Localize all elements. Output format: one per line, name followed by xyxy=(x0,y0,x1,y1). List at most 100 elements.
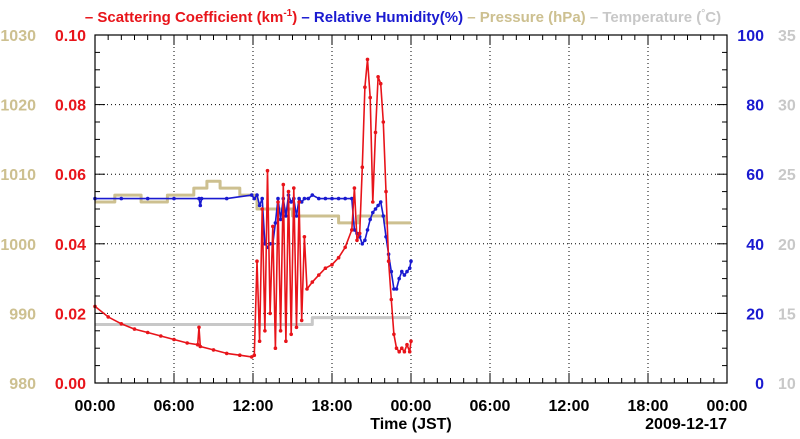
relative-humidity-point xyxy=(255,193,259,197)
x-tick-label: 00:00 xyxy=(75,398,116,415)
scattering-coefficient-point xyxy=(260,207,265,211)
relative-humidity-point xyxy=(381,214,386,218)
scattering-coefficient-point xyxy=(278,329,283,333)
scattering-coefficient-point xyxy=(238,353,242,358)
scattering-tick-label: 0.10 xyxy=(55,28,86,45)
humidity-tick-label: 100 xyxy=(737,28,764,45)
scattering-coefficient-point xyxy=(197,325,201,330)
legend-entry-suffix: C) xyxy=(705,9,721,26)
x-tick-label: 18:00 xyxy=(312,398,353,415)
relative-humidity-point xyxy=(330,196,334,201)
scattering-coefficient-point xyxy=(292,186,296,190)
x-tick-label: 12:00 xyxy=(233,398,274,415)
scattering-coefficient-point xyxy=(409,339,413,344)
scattering-coefficient-point xyxy=(286,189,291,194)
relative-humidity-point xyxy=(278,217,283,222)
temperature-tick-label: 25 xyxy=(778,167,796,184)
pressure-tick-label: 1000 xyxy=(0,237,36,254)
legend-superscript: -1 xyxy=(283,8,292,19)
relative-humidity-point xyxy=(409,259,413,264)
scattering-coefficient-point xyxy=(195,342,200,347)
humidity-tick-label: 80 xyxy=(746,98,764,115)
legend-entry: – Relative Humidity(%) xyxy=(297,9,463,26)
scattering-tick-label: 0.08 xyxy=(55,98,86,115)
scattering-coefficient-point xyxy=(281,182,286,187)
scattering-coefficient-point xyxy=(407,349,412,354)
relative-humidity-point xyxy=(368,217,373,222)
scattering-coefficient-point xyxy=(119,322,124,326)
scattering-coefficient-point xyxy=(392,332,396,337)
relative-humidity-point xyxy=(306,196,311,201)
x-tick-label: 06:00 xyxy=(470,398,511,415)
scattering-coefficient-point xyxy=(302,235,307,239)
relative-humidity-point xyxy=(373,207,378,211)
humidity-tick-label: 40 xyxy=(746,237,764,254)
temperature-tick-label: 10 xyxy=(778,376,796,393)
plot-frame xyxy=(94,34,728,384)
relative-humidity-point xyxy=(310,193,315,197)
scattering-coefficient-point xyxy=(211,348,216,352)
relative-humidity-point xyxy=(378,200,383,204)
relative-humidity-point xyxy=(198,203,203,208)
scattering-coefficient-point xyxy=(317,273,321,277)
scattering-coefficient-point xyxy=(265,168,270,173)
scattering-coefficient-point xyxy=(224,351,229,356)
scattering-coefficient-point xyxy=(294,325,299,330)
scattering-coefficient-point xyxy=(305,287,309,291)
legend-entry: – Temperature ( xyxy=(586,9,702,26)
relative-humidity-line xyxy=(95,194,412,290)
x-axis-label: Time (JST) xyxy=(370,416,452,433)
scattering-coefficient-point xyxy=(198,344,203,349)
scattering-coefficient-point xyxy=(368,95,373,100)
relative-humidity-point xyxy=(119,196,124,201)
scattering-coefficient-point xyxy=(132,327,137,331)
scattering-coefficient-point xyxy=(330,262,334,267)
scattering-coefficient-point xyxy=(400,346,404,351)
scattering-tick-label: 0.04 xyxy=(55,237,86,254)
x-tick-label: 18:00 xyxy=(628,398,669,415)
scattering-coefficient-point xyxy=(378,81,383,86)
scattering-coefficient-point xyxy=(159,334,163,338)
pressure-line xyxy=(95,179,411,225)
scattering-coefficient-point xyxy=(106,315,110,319)
scattering-coefficient-point xyxy=(397,349,402,354)
relative-humidity-point xyxy=(294,214,299,218)
relative-humidity-point xyxy=(260,196,265,201)
relative-humidity-point xyxy=(145,196,150,201)
pressure-tick-label: 980 xyxy=(9,376,36,393)
scattering-tick-label: 0.00 xyxy=(55,376,86,393)
pressure-tick-label: 1010 xyxy=(0,167,36,184)
pressure-tick-label: 990 xyxy=(9,306,36,323)
temperature-tick-label: 35 xyxy=(778,28,796,45)
relative-humidity-point xyxy=(394,287,399,291)
relative-humidity-point xyxy=(365,228,370,232)
relative-humidity-point xyxy=(350,196,354,201)
scattering-coefficient-point xyxy=(276,200,280,204)
scattering-coefficient-point xyxy=(268,311,272,316)
scattering-coefficient-point xyxy=(373,130,378,135)
scattering-coefficient-point xyxy=(336,255,341,260)
relative-humidity-point xyxy=(363,238,367,243)
relative-humidity-point xyxy=(172,196,176,201)
scattering-coefficient-point xyxy=(284,339,288,344)
scattering-tick-label: 0.02 xyxy=(55,306,86,323)
scattering-coefficient-point xyxy=(355,238,359,243)
scattering-coefficient-point xyxy=(289,332,294,337)
x-tick-label: 00:00 xyxy=(707,398,748,415)
scattering-coefficient-point xyxy=(310,280,315,284)
scattering-coefficient-point xyxy=(365,57,370,62)
relative-humidity-point xyxy=(392,287,396,291)
humidity-tick-label: 60 xyxy=(746,167,764,184)
scattering-coefficient-point xyxy=(299,318,304,323)
scattering-coefficient-point xyxy=(252,353,257,358)
relative-humidity-point xyxy=(397,276,402,281)
scattering-coefficient-point xyxy=(360,165,365,169)
relative-humidity-point xyxy=(252,196,257,201)
relative-humidity-point xyxy=(257,203,262,208)
relative-humidity-point xyxy=(371,210,375,215)
date-label: 2009-12-17 xyxy=(645,416,727,433)
scattering-coefficient-line xyxy=(94,58,412,358)
relative-humidity-point xyxy=(249,193,254,197)
scattering-coefficient-point xyxy=(389,297,394,302)
